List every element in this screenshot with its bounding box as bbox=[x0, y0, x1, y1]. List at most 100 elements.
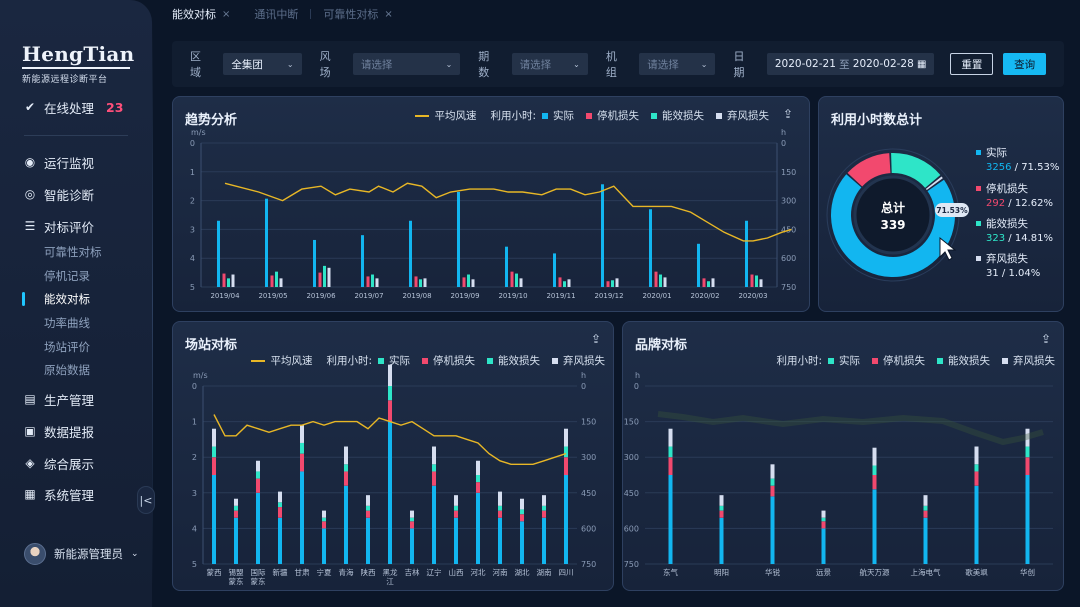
legend-curtail[interactable]: 弃风损失 bbox=[1002, 353, 1055, 368]
legend-actual[interactable]: 实际 bbox=[828, 353, 860, 368]
bar-loss bbox=[231, 274, 235, 287]
legend-hours-prefix: 利用小时: bbox=[326, 353, 372, 368]
legend-actual[interactable]: 实际 bbox=[542, 108, 574, 123]
legend-value: 3256 bbox=[986, 162, 1012, 173]
farm-select[interactable]: 请选择 ⌄ bbox=[352, 53, 461, 75]
subnav-efficiency[interactable]: 能效对标 bbox=[44, 292, 90, 306]
donut-legend-item[interactable]: 弃风损失 31 / 1.04% bbox=[976, 251, 1040, 279]
bar-segment bbox=[432, 485, 436, 564]
legend-stop[interactable]: 停机损失 bbox=[586, 108, 639, 123]
axis-tick-label: 150 bbox=[781, 168, 796, 177]
collapse-sidebar-button[interactable]: |< bbox=[137, 486, 155, 514]
legend-eff[interactable]: 能效损失 bbox=[937, 353, 990, 368]
bar-segment bbox=[278, 507, 282, 518]
category-label: 2020/02 bbox=[690, 292, 719, 300]
legend-stop[interactable]: 停机损失 bbox=[872, 353, 925, 368]
export-icon[interactable]: ⇪ bbox=[1040, 332, 1052, 346]
export-icon[interactable]: ⇪ bbox=[782, 107, 794, 121]
tab-comm-interrupt[interactable]: 通讯中断 bbox=[242, 0, 310, 28]
tab-label: 可靠性对标 bbox=[323, 8, 379, 21]
legend-curtail[interactable]: 弃风损失 bbox=[716, 108, 769, 123]
nav-online-processing[interactable]: ✔ 在线处理 23 bbox=[24, 97, 123, 117]
bar-segment bbox=[542, 517, 546, 564]
nav-system[interactable]: ▦ 系统管理 bbox=[24, 484, 94, 504]
user-menu[interactable]: 新能源管理员 ⌄ bbox=[24, 543, 139, 565]
legend-swatch bbox=[828, 357, 834, 364]
subnav-station-eval[interactable]: 场站评价 bbox=[44, 340, 90, 354]
category-label: 新疆 bbox=[273, 567, 288, 577]
legend-eff[interactable]: 能效损失 bbox=[651, 108, 704, 123]
phase-select[interactable]: 请选择 ⌄ bbox=[511, 53, 588, 75]
category-label: 上海电气 bbox=[911, 567, 941, 577]
nav-production[interactable]: ▤ 生产管理 bbox=[24, 389, 94, 409]
bar-segment bbox=[256, 492, 260, 564]
region-select[interactable]: 全集团 ⌄ bbox=[223, 53, 302, 75]
tab-reliability[interactable]: 可靠性对标 × bbox=[311, 0, 404, 28]
bar-segment bbox=[432, 464, 436, 472]
logo-underline bbox=[22, 67, 130, 69]
legend-wind[interactable]: 平均风速 bbox=[415, 108, 476, 123]
subnav-raw-data[interactable]: 原始数据 bbox=[44, 363, 90, 377]
legend-swatch bbox=[1002, 357, 1008, 364]
bar-segment bbox=[564, 446, 568, 458]
nav-data-report[interactable]: ▣ 数据提报 bbox=[24, 421, 94, 441]
close-icon[interactable]: × bbox=[384, 8, 393, 20]
tab-efficiency[interactable]: 能效对标 × bbox=[160, 0, 242, 28]
axis-tick-label: 3 bbox=[192, 489, 197, 498]
bar-segment bbox=[256, 478, 260, 493]
axis-tick-label: 600 bbox=[781, 254, 796, 263]
brand-title: 品牌对标 bbox=[635, 338, 688, 353]
bar-segment bbox=[821, 517, 826, 522]
category-label: 四川 bbox=[559, 568, 574, 577]
nav-smart-diagnosis[interactable]: ◎ 智能诊断 bbox=[24, 184, 94, 204]
bar-loss bbox=[563, 281, 566, 287]
legend-actual[interactable]: 实际 bbox=[378, 353, 410, 368]
nav-run-monitor[interactable]: ◉ 运行监视 bbox=[24, 152, 94, 172]
legend-curtail[interactable]: 弃风损失 bbox=[552, 353, 605, 368]
subnav-stop-records[interactable]: 停机记录 bbox=[44, 269, 90, 283]
unit-label: 机组 bbox=[605, 50, 617, 79]
axis-tick-label: 150 bbox=[581, 418, 596, 427]
bar-segment bbox=[821, 528, 826, 564]
chevron-down-icon: ⌄ bbox=[573, 59, 580, 69]
unit-select[interactable]: 请选择 ⌄ bbox=[639, 53, 716, 75]
legend-swatch bbox=[976, 150, 981, 155]
online-badge: 23 bbox=[106, 99, 124, 115]
category-label: 2019/08 bbox=[402, 292, 431, 300]
reset-button[interactable]: 重置 bbox=[950, 53, 994, 75]
export-icon[interactable]: ⇪ bbox=[590, 332, 602, 346]
category-label: 宁夏 bbox=[317, 567, 332, 577]
nav-overview[interactable]: ◈ 综合展示 bbox=[24, 453, 94, 473]
nav-benchmark-eval[interactable]: ☰ 对标评价 bbox=[24, 216, 94, 236]
bar-segment bbox=[719, 510, 724, 518]
legend-eff[interactable]: 能效损失 bbox=[487, 353, 540, 368]
axis-unit-label: h bbox=[781, 128, 786, 137]
station-title: 场站对标 bbox=[185, 338, 238, 353]
bar-segment bbox=[770, 496, 775, 564]
category-label: 湖南 bbox=[537, 567, 552, 577]
legend-wind[interactable]: 平均风速 bbox=[251, 353, 312, 368]
bar-segment bbox=[564, 475, 568, 564]
legend-swatch bbox=[976, 221, 981, 226]
bar-segment bbox=[923, 505, 928, 511]
display-icon: ◈ bbox=[25, 456, 35, 470]
close-icon[interactable]: × bbox=[222, 8, 231, 20]
logo-subtitle: 新能源远程诊断平台 bbox=[22, 75, 108, 85]
subnav-power-curve[interactable]: 功率曲线 bbox=[44, 316, 90, 330]
query-button[interactable]: 查询 bbox=[1003, 53, 1046, 75]
subnav-reliability[interactable]: 可靠性对标 bbox=[44, 245, 102, 259]
legend-stop[interactable]: 停机损失 bbox=[422, 353, 475, 368]
date-range-picker[interactable]: 2020-02-21 至 2020-02-28 ▦ bbox=[766, 53, 935, 75]
donut-legend-item[interactable]: 能效损失 323 / 14.81% bbox=[976, 216, 1053, 244]
wind-speed-line bbox=[224, 182, 792, 242]
donut-legend-item[interactable]: 实际 3256 / 71.53% bbox=[976, 145, 1059, 173]
bar-loss bbox=[323, 265, 326, 287]
bar-loss bbox=[759, 279, 763, 287]
bar-segment bbox=[542, 495, 546, 506]
bar-segment bbox=[300, 471, 304, 564]
bar-segment bbox=[564, 457, 568, 475]
bar-segment bbox=[872, 475, 877, 490]
donut-legend-item[interactable]: 停机损失 292 / 12.62% bbox=[976, 181, 1053, 209]
bar-segment bbox=[234, 498, 238, 506]
